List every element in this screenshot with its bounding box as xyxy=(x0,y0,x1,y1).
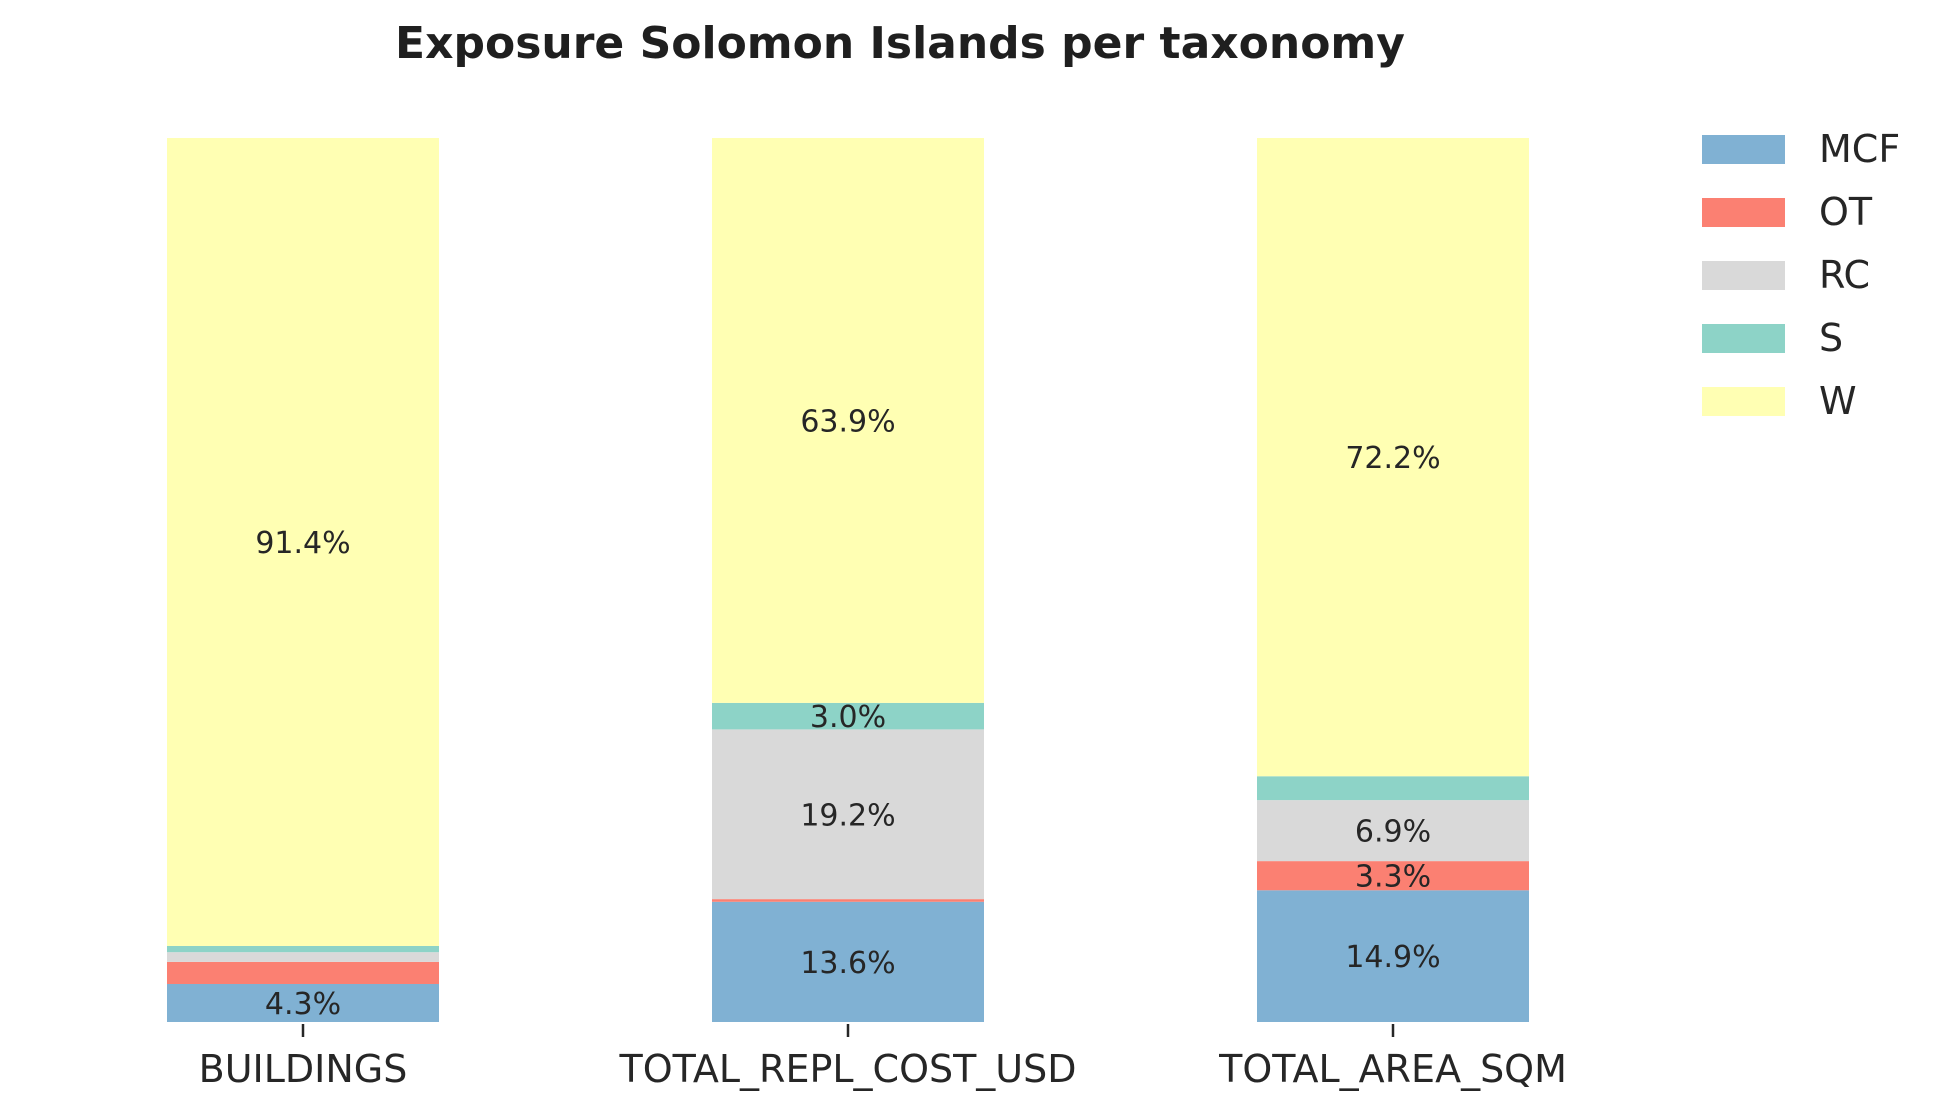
bar-segment-mcf-total_repl_cost_usd xyxy=(712,901,984,1022)
bar-segment-ot-total_repl_cost_usd xyxy=(712,899,984,902)
bar-segment-s-total_repl_cost_usd xyxy=(712,702,984,730)
data-label: 4.3% xyxy=(265,987,341,1022)
bar-segment-mcf-buildings xyxy=(167,983,439,1022)
legend-swatch-ot xyxy=(1702,198,1785,227)
data-label: 63.9% xyxy=(800,404,895,439)
data-label: 72.2% xyxy=(1345,441,1440,476)
bar-segment-w-total_repl_cost_usd xyxy=(712,138,984,703)
legend-swatch-w xyxy=(1702,387,1785,416)
legend-label-w: W xyxy=(1819,379,1857,423)
bar-segment-ot-total_area_sqm xyxy=(1257,861,1529,891)
legend-swatch-s xyxy=(1702,324,1785,353)
legend-swatch-mcf xyxy=(1702,135,1785,164)
x-tick-label: TOTAL_AREA_SQM xyxy=(1218,1047,1567,1091)
data-label: 91.4% xyxy=(255,526,350,561)
bar-segment-rc-total_repl_cost_usd xyxy=(712,729,984,900)
bar-segment-w-total_area_sqm xyxy=(1257,138,1529,777)
x-tick-label: TOTAL_REPL_COST_USD xyxy=(618,1047,1076,1091)
legend-label-ot: OT xyxy=(1819,190,1873,234)
data-label: 3.3% xyxy=(1355,860,1431,895)
chart-title: Exposure Solomon Islands per taxonomy xyxy=(395,18,1405,69)
legend-swatch-rc xyxy=(1702,261,1785,290)
legend-label-rc: RC xyxy=(1819,253,1870,297)
bar-segment-rc-buildings xyxy=(167,952,439,962)
data-label: 19.2% xyxy=(800,798,895,833)
bar-segment-mcf-total_area_sqm xyxy=(1257,890,1529,1022)
legend-label-s: S xyxy=(1819,316,1843,360)
data-label: 14.9% xyxy=(1345,940,1440,975)
data-label: 3.0% xyxy=(810,700,886,735)
data-label: 6.9% xyxy=(1355,815,1431,850)
bar-segment-ot-buildings xyxy=(167,961,439,984)
bar-segment-rc-total_area_sqm xyxy=(1257,800,1529,862)
bar-segment-w-buildings xyxy=(167,138,439,946)
legend-label-mcf: MCF xyxy=(1819,127,1900,171)
bar-segment-s-buildings xyxy=(167,945,439,953)
data-label: 13.6% xyxy=(800,946,895,981)
x-tick-label: BUILDINGS xyxy=(199,1047,408,1091)
bar-segment-s-total_area_sqm xyxy=(1257,776,1529,801)
